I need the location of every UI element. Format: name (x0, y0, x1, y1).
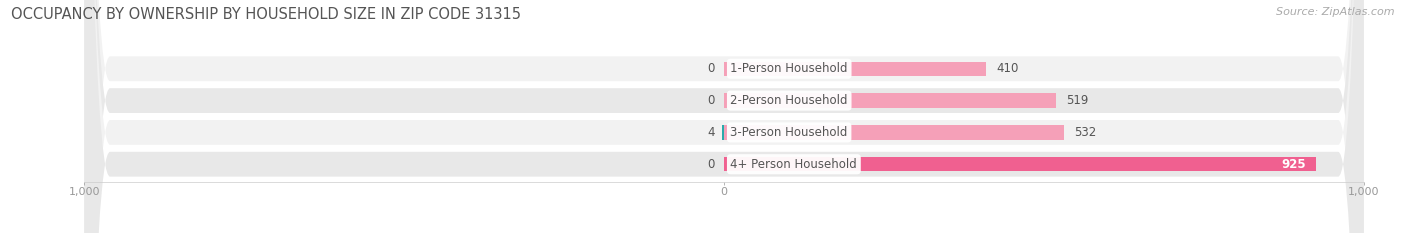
Bar (724, 62, 987, 76)
Bar (724, 93, 1056, 108)
Text: 0: 0 (707, 62, 714, 75)
FancyBboxPatch shape (84, 0, 1364, 233)
FancyBboxPatch shape (84, 0, 1364, 233)
Text: OCCUPANCY BY OWNERSHIP BY HOUSEHOLD SIZE IN ZIP CODE 31315: OCCUPANCY BY OWNERSHIP BY HOUSEHOLD SIZE… (11, 7, 522, 22)
Text: 0: 0 (707, 94, 714, 107)
FancyBboxPatch shape (84, 0, 1364, 233)
Bar (724, 157, 1316, 171)
Text: 1-Person Household: 1-Person Household (731, 62, 848, 75)
Text: 4+ Person Household: 4+ Person Household (731, 158, 858, 171)
Text: 2-Person Household: 2-Person Household (731, 94, 848, 107)
Text: 4: 4 (707, 126, 714, 139)
Text: 0: 0 (707, 158, 714, 171)
Text: 3-Person Household: 3-Person Household (731, 126, 848, 139)
Text: Source: ZipAtlas.com: Source: ZipAtlas.com (1277, 7, 1395, 17)
Bar (721, 125, 724, 140)
Text: 925: 925 (1282, 158, 1306, 171)
Text: 410: 410 (995, 62, 1018, 75)
Text: 519: 519 (1066, 94, 1088, 107)
Text: 532: 532 (1074, 126, 1097, 139)
Bar (724, 125, 1064, 140)
FancyBboxPatch shape (84, 0, 1364, 233)
